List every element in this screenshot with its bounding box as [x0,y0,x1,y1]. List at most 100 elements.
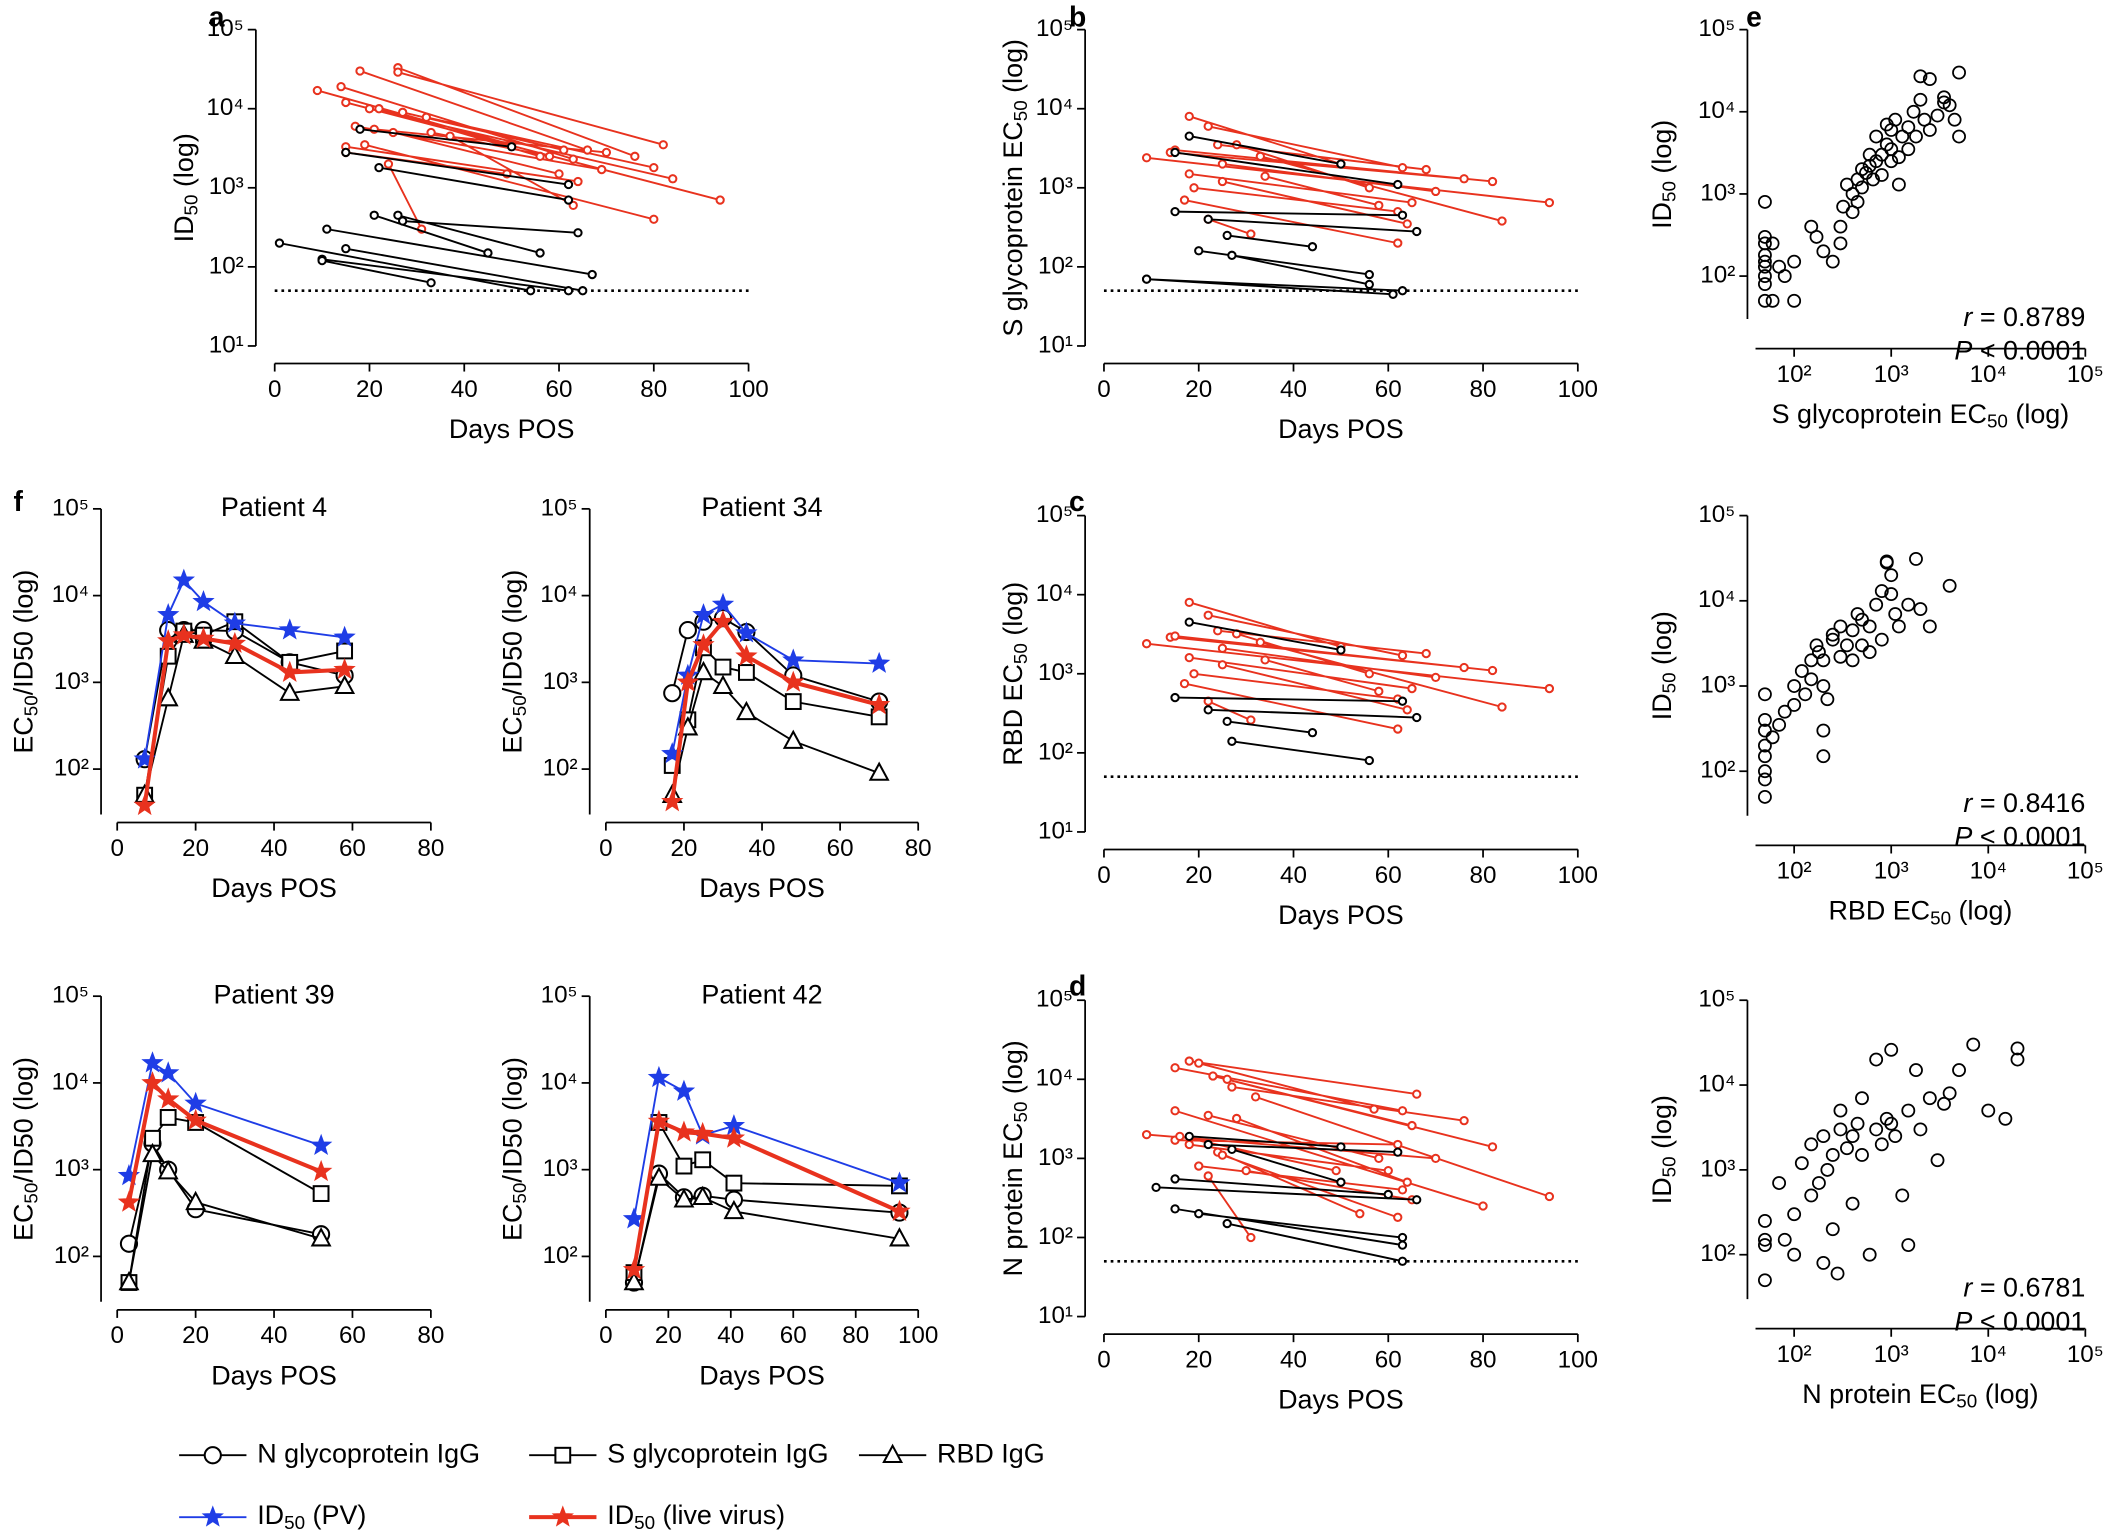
scatter-point [1833,1122,1848,1137]
x-tick-label: 20 [1185,1346,1212,1373]
x-tick-label: 10² [1777,361,1812,388]
marker-dot [1255,637,1265,647]
marker-dot [1227,1082,1237,1092]
series-line [633,1076,900,1220]
x-axis-label: Days POS [1278,900,1404,930]
chart-title: Patient 34 [701,492,822,522]
marker-triangle [334,674,356,695]
marker-dot [1217,643,1228,653]
scatter-point [1869,1122,1884,1137]
legend-label: S glycoprotein IgG [607,1438,828,1468]
scatter-point [1869,597,1884,612]
marker-dot [1478,1201,1488,1211]
marker-star [309,1133,333,1156]
marker-dot [398,107,408,117]
marker-dot [1397,210,1408,220]
marker-dot [322,224,332,234]
y-tick-label: 10⁵ [1698,501,1735,528]
marker-dot [1407,1120,1417,1131]
legend-label: RBD IgG [937,1438,1045,1468]
marker-dot [573,176,583,187]
marker-dot [587,269,597,280]
scatter-point [1891,619,1906,634]
marker-dot [1184,1131,1194,1141]
y-tick-label: 10³ [1700,179,1735,206]
marker-dot [568,154,578,164]
scatter-point [1909,129,1923,144]
marker-dot [1431,186,1441,197]
x-tick-label: 40 [749,835,776,862]
scatter-point [1816,653,1831,668]
marker-dot [1407,197,1417,208]
marker-dot [421,112,431,122]
scatter-point [1888,112,1903,127]
scatter-point [1757,687,1772,702]
marker-dot [1307,728,1318,738]
scatter-point [1765,730,1780,745]
marker-dot [1364,755,1374,766]
marker-dot [1246,1232,1256,1243]
x-axis-label: Days POS [211,873,337,903]
marker-dot [1189,669,1199,679]
scatter-point [1862,1247,1877,1262]
marker-dot [1170,1174,1180,1184]
scatter-point [1825,627,1840,642]
scatter-point [1922,72,1937,87]
y-tick-label: 10³ [209,173,244,200]
panel-letter: e [1746,0,1762,32]
marker-dot [1397,162,1408,173]
marker-dot [1364,669,1374,679]
scatter-point [1825,632,1840,647]
y-axis-label: EC50/ID50 (log) [497,570,530,754]
x-tick-label: 40 [1280,1346,1307,1373]
marker-dot [1227,1144,1237,1155]
x-tick-label: 0 [110,1322,123,1349]
marker-star [672,1079,696,1101]
y-tick-label: 10³ [54,1155,89,1182]
x-tick-label: 80 [640,376,667,403]
marker-dot [1227,250,1237,260]
marker-star [622,1258,646,1280]
series-line [279,128,593,292]
scatter-point [1833,219,1848,234]
marker-circle [678,621,697,640]
marker-square [336,642,354,660]
marker-triangle [623,1270,645,1291]
x-axis-label: Days POS [1278,414,1404,444]
series-line [632,1118,901,1271]
scatter-point [1830,1266,1845,1281]
marker-dot [1170,692,1180,703]
marker-dot [563,179,574,190]
scatter-point [1811,645,1826,660]
marker-dot [506,142,517,152]
scatter-point [1942,98,1957,113]
scatter-point [1952,1063,1966,1078]
marker-dot [1369,1104,1379,1114]
marker-star [782,648,805,670]
marker-dot [1203,1139,1213,1150]
marker-dot [1487,665,1498,676]
scatter-point [1833,236,1848,251]
scatter-point [1937,1096,1951,1111]
marker-star [551,1505,574,1527]
scatter-point [1787,679,1802,693]
marker-dot [1222,716,1232,727]
scatter-point [1777,269,1792,284]
marker-dot [1194,1209,1204,1219]
scatter-point [1855,1148,1869,1162]
scatter-point [1757,269,1772,284]
scatter-point [1906,104,1921,119]
marker-star [647,1109,671,1131]
marker-star [647,1065,671,1088]
legend-label: N glycoprotein IgG [257,1438,480,1468]
marker-triangle [310,1227,332,1247]
scatter-point [1816,723,1831,738]
scatter-point [1855,162,1869,177]
marker-star [192,626,215,649]
y-tick-label: 10² [1038,252,1073,279]
marker-dot [1179,679,1190,689]
marker-dot [1141,1129,1152,1140]
y-tick-label: 10² [1700,757,1735,784]
marker-dot [1141,274,1152,284]
y-tick-label: 10⁵ [207,15,244,42]
